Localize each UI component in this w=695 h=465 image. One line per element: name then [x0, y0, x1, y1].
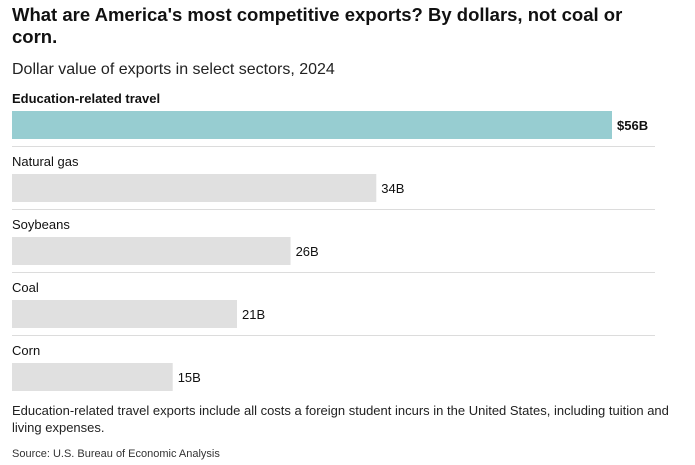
chart-note: Education-related travel exports include… — [12, 403, 669, 435]
category-label-education-related-travel: Education-related travel — [12, 91, 160, 106]
value-label-education-related-travel: $56B — [617, 118, 648, 133]
category-label-corn: Corn — [12, 343, 40, 358]
bar-natural-gas — [12, 174, 377, 202]
chart-subtitle: Dollar value of exports in select sector… — [12, 61, 335, 78]
category-label-soybeans: Soybeans — [12, 217, 70, 232]
value-label-natural-gas: 34B — [381, 181, 404, 196]
bar-coal — [12, 300, 237, 328]
value-label-corn: 15B — [178, 370, 201, 385]
value-label-soybeans: 26B — [296, 244, 319, 259]
category-label-coal: Coal — [12, 280, 39, 295]
bar-education-related-travel — [12, 111, 612, 139]
bar-soybeans — [12, 237, 291, 265]
bar-chart: Education-related travel $56B Natural gas 3… — [12, 91, 655, 391]
bar-corn — [12, 363, 173, 391]
chart-source: Source: U.S. Bureau of Economic Analysis — [12, 448, 220, 460]
value-label-coal: 21B — [242, 307, 265, 322]
category-label-natural-gas: Natural gas — [12, 154, 79, 169]
chart-title: What are America's most competitive expo… — [12, 4, 623, 47]
